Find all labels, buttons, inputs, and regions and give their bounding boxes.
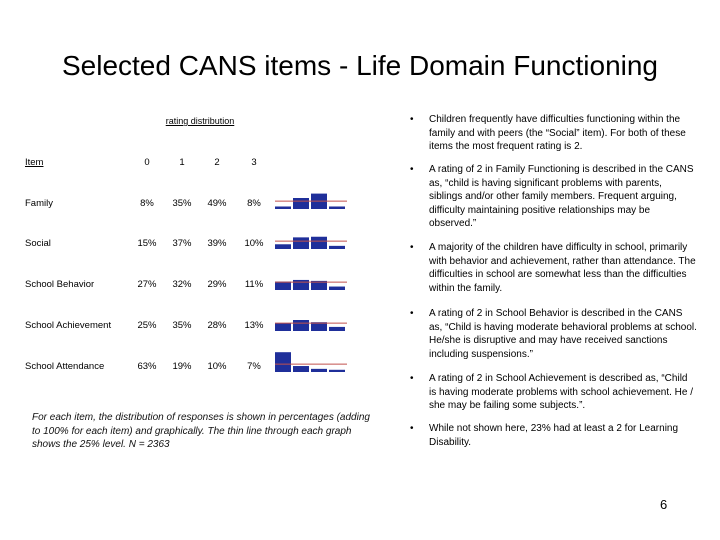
pct-rating-0: 15% [137, 238, 157, 249]
bar-rating-1 [293, 198, 309, 209]
bullet-text: A rating of 2 in School Achievement is d… [429, 373, 694, 411]
bar-rating-1 [293, 366, 309, 372]
table-row-school-attendance: School Attendance 63% 19% 10% 7% [0, 361, 400, 375]
pct-rating-1: 35% [172, 320, 192, 331]
rating-1-header: 1 [179, 157, 185, 168]
bullet-text: A rating of 2 in Family Functioning is d… [429, 164, 694, 229]
pct-rating-2: 39% [207, 238, 227, 249]
bar-rating-3 [329, 369, 345, 372]
bullet-text: While not shown here, 23% had at least a… [429, 423, 679, 448]
bar-rating-2 [311, 322, 327, 331]
item-label: School Attendance [25, 361, 105, 372]
pct-rating-0: 8% [140, 198, 154, 209]
bullet-dot: • [410, 164, 414, 175]
bar-rating-0 [275, 206, 291, 209]
rating-3-header: 3 [251, 157, 257, 168]
table-row-school-behavior: School Behavior 27% 32% 29% 11% [0, 279, 400, 293]
pct-rating-1: 19% [172, 361, 192, 372]
bar-rating-1 [293, 320, 309, 331]
bar-rating-1 [293, 237, 309, 249]
table-caption: For each item, the distribution of respo… [32, 412, 370, 450]
bar-rating-2 [311, 368, 327, 372]
bar-rating-0 [275, 281, 291, 290]
bullet-dot: • [410, 308, 414, 319]
mini-bar-chart-school-behavior [275, 279, 347, 290]
pct-rating-1: 32% [172, 279, 192, 290]
bullet-text: Children frequently have difficulties fu… [429, 114, 686, 152]
page-number: 6 [660, 497, 668, 512]
bullet-dot: • [410, 373, 414, 384]
item-label: School Achievement [25, 320, 112, 331]
pct-rating-3: 13% [244, 320, 264, 331]
rating-2-header: 2 [214, 157, 220, 168]
table-row-family: Family 8% 35% 49% 8% [0, 198, 400, 212]
item-label: School Behavior [25, 279, 95, 290]
pct-rating-2: 49% [207, 198, 227, 209]
bar-rating-2 [311, 236, 327, 249]
bullet-text: A rating of 2 in School Behavior is desc… [429, 308, 697, 360]
mini-bar-chart-school-achievement [275, 320, 347, 331]
mini-bar-chart-school-attendance [275, 352, 347, 372]
pct-rating-1: 35% [172, 198, 192, 209]
rating-distribution-header: rating distribution [165, 116, 235, 126]
rating-0-header: 0 [144, 157, 150, 168]
table-header-row: Item 0 1 2 3 [0, 157, 400, 171]
bar-rating-0 [275, 352, 291, 372]
table-row-school-achievement: School Achievement 25% 35% 28% 13% [0, 320, 400, 334]
bullet-dot: • [410, 423, 414, 434]
pct-rating-2: 10% [207, 361, 227, 372]
pct-rating-1: 37% [172, 238, 192, 249]
bar-rating-0 [275, 244, 291, 249]
pct-rating-3: 11% [244, 279, 264, 290]
pct-rating-3: 10% [244, 238, 264, 249]
pct-rating-0: 27% [137, 279, 157, 290]
item-label: Social [25, 238, 51, 249]
bar-rating-2 [311, 280, 327, 290]
bar-rating-3 [329, 326, 345, 331]
pct-rating-2: 28% [207, 320, 227, 331]
mini-bar-chart-social [275, 236, 347, 249]
bar-rating-3 [329, 286, 345, 290]
bullet-dot: • [410, 114, 414, 125]
bullet-text: A majority of the children have difficul… [429, 242, 696, 294]
item-column-header: Item [25, 157, 44, 168]
mini-bar-chart-family [275, 193, 347, 209]
pct-rating-3: 8% [247, 198, 261, 209]
pct-rating-3: 7% [247, 361, 261, 372]
bar-rating-3 [329, 206, 345, 209]
pct-rating-0: 63% [137, 361, 157, 372]
bar-rating-0 [275, 323, 291, 331]
pct-rating-0: 25% [137, 320, 157, 331]
slide-title: Selected CANS items - Life Domain Functi… [61, 50, 659, 81]
bullet-dot: • [410, 242, 414, 253]
item-label: Family [25, 198, 53, 209]
bar-rating-1 [293, 279, 309, 290]
pct-rating-2: 29% [207, 279, 227, 290]
table-row-social: Social 15% 37% 39% 10% [0, 238, 400, 252]
bar-rating-3 [329, 245, 345, 249]
